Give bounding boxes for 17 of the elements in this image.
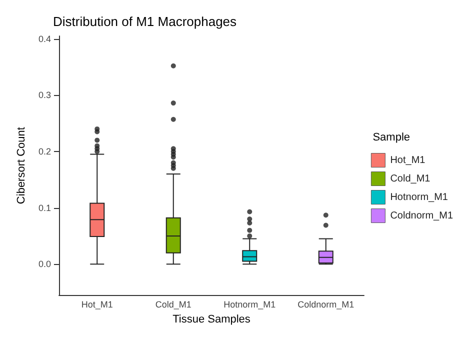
x-tick-label: Hotnorm_M1: [224, 300, 276, 310]
chart-title: Distribution of M1 Macrophages: [53, 14, 238, 29]
x-tick-label: Cold_M1: [155, 300, 192, 310]
legend-label: Hotnorm_M1: [390, 192, 448, 203]
y-tick-label: 0.3: [38, 90, 51, 100]
y-tick-label: 0.4: [38, 34, 51, 44]
legend-label: Coldnorm_M1: [390, 210, 454, 222]
x-axis-title: Tissue Samples: [172, 314, 251, 326]
legend-label: Cold_M1: [390, 173, 431, 184]
legend-label: Hot_M1: [390, 154, 426, 166]
y-tick-label: 0.2: [38, 146, 51, 156]
legend-title: Sample: [372, 132, 410, 144]
y-axis-title: Cibersort Count: [16, 127, 28, 204]
x-tick-label: Coldnorm_M1: [298, 300, 354, 310]
y-tick-label: 0.1: [38, 202, 51, 213]
y-tick-label: 0.0: [38, 259, 51, 270]
x-tick-label: Hot_M1: [81, 300, 113, 310]
